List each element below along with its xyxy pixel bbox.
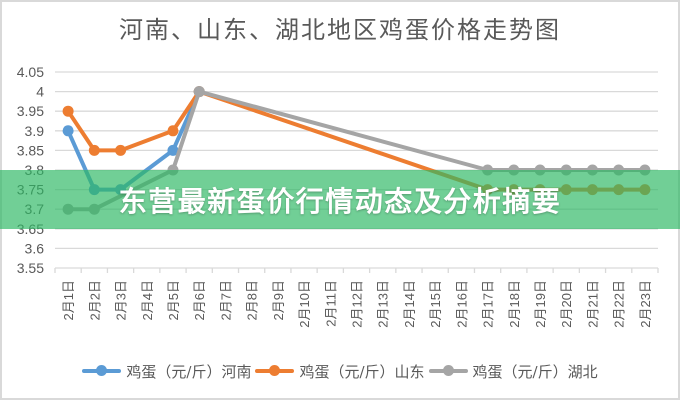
legend-line-marker-icon bbox=[428, 365, 468, 376]
y-tick-label: 4.05 bbox=[17, 64, 44, 80]
x-tick-label: 2月1日 bbox=[61, 280, 76, 320]
x-tick-label: 2月17日 bbox=[481, 280, 496, 328]
x-tick-label: 2月2日 bbox=[87, 280, 102, 320]
data-point-marker[interactable] bbox=[193, 86, 205, 98]
x-tick-label: 2月8日 bbox=[245, 280, 260, 320]
data-point-marker[interactable] bbox=[115, 144, 127, 156]
x-tick-label: 2月14日 bbox=[402, 280, 417, 328]
x-tick-label: 2月15日 bbox=[428, 280, 443, 328]
chart-title: 河南、山东、湖北地区鸡蛋价格走势图 bbox=[119, 16, 561, 44]
x-tick-label: 2月6日 bbox=[192, 280, 207, 320]
data-point-marker[interactable] bbox=[167, 144, 179, 156]
y-tick-label: 3.6 bbox=[25, 240, 45, 256]
x-axis: 2月1日 2月2日 2月3日 2月4日 2月5日 2月6日 2月7日 2月8日 2月9日 2月10… bbox=[54, 268, 659, 328]
x-tick-label: 2月7日 bbox=[218, 280, 233, 320]
x-tick-label: 2月23日 bbox=[638, 280, 653, 328]
banner-text: 东营最新蛋价行情动态及分析摘要 bbox=[118, 184, 562, 218]
x-tick-label: 2月20日 bbox=[559, 280, 574, 328]
headline-banner: 东营最新蛋价行情动态及分析摘要 bbox=[0, 170, 680, 229]
x-tick-label: 2月5日 bbox=[166, 280, 181, 320]
x-tick-label: 2月12日 bbox=[350, 280, 365, 328]
x-tick-label: 2月18日 bbox=[507, 280, 522, 328]
data-point-marker[interactable] bbox=[88, 144, 100, 156]
legend-item-henan[interactable]: 鸡蛋（元/斤）河南 bbox=[82, 361, 251, 382]
legend-line-marker-icon bbox=[82, 365, 122, 376]
legend-line-marker-icon bbox=[255, 365, 295, 376]
y-tick-label: 4 bbox=[36, 84, 44, 100]
y-tick-label: 3.85 bbox=[17, 142, 44, 158]
x-tick-label: 2月3日 bbox=[114, 280, 129, 320]
legend-item-shandong[interactable]: 鸡蛋（元/斤）山东 bbox=[255, 361, 425, 382]
x-tick-label: 2月11日 bbox=[323, 280, 338, 327]
x-tick-label: 2月19日 bbox=[533, 280, 548, 328]
x-tick-label: 2月22日 bbox=[612, 280, 627, 328]
legend: 鸡蛋（元/斤）河南 鸡蛋（元/斤）山东 鸡蛋（元/斤）湖北 bbox=[0, 360, 680, 382]
y-tick-label: 3.55 bbox=[17, 260, 44, 276]
legend-label: 鸡蛋（元/斤）湖北 bbox=[472, 362, 598, 381]
x-tick-label: 2月16日 bbox=[454, 280, 469, 328]
x-tick-label: 2月4日 bbox=[140, 280, 155, 320]
x-tick-label: 2月10日 bbox=[297, 280, 312, 328]
legend-label: 鸡蛋（元/斤）山东 bbox=[299, 362, 425, 381]
x-tick-label: 2月9日 bbox=[271, 280, 286, 320]
data-point-marker[interactable] bbox=[62, 105, 74, 117]
x-tick-label: 2月13日 bbox=[376, 280, 391, 328]
y-tick-label: 3.9 bbox=[25, 123, 45, 139]
legend-item-hubei[interactable]: 鸡蛋（元/斤）湖北 bbox=[428, 361, 598, 382]
y-tick-label: 3.95 bbox=[17, 103, 44, 119]
data-point-marker[interactable] bbox=[62, 125, 74, 137]
data-point-marker[interactable] bbox=[167, 125, 179, 137]
x-tick-label: 2月21日 bbox=[585, 280, 600, 328]
legend-label: 鸡蛋（元/斤）河南 bbox=[126, 362, 252, 381]
